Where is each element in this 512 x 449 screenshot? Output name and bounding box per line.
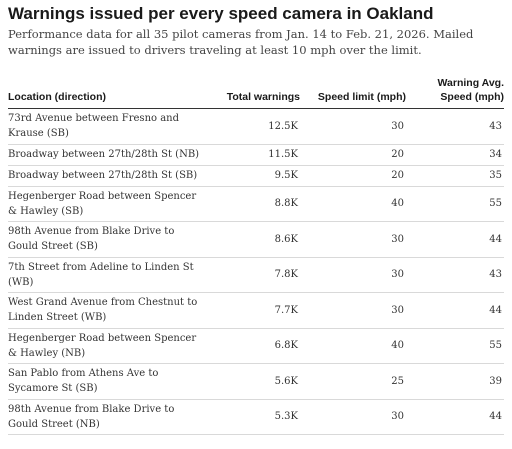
cell-speed-limit: 20: [300, 165, 406, 187]
table-row: 7th Street from Adeline to Linden St (WB…: [8, 257, 504, 293]
table-row: San Pablo from Athens Ave to Sycamore St…: [8, 363, 504, 400]
table-row: West Grand Avenue from Chestnut to Linde…: [8, 292, 504, 329]
cell-speed-limit: 40: [300, 328, 406, 364]
table-row: 73rd Avenue between Fresno and Krause (S…: [8, 108, 504, 145]
table-header: Location (direction) Total warnings Spee…: [8, 76, 504, 109]
table-row: Broadway between 27th/28th St (NB) 11.5K 2…: [8, 144, 504, 166]
cell-avg-speed: 44: [406, 221, 504, 258]
cell-location: San Pablo from Athens Ave to Sycamore St…: [8, 363, 218, 400]
cell-total-warnings: 11.5K: [218, 144, 300, 166]
cell-avg-speed: 35: [406, 165, 504, 187]
cell-total-warnings: 5.6K: [218, 363, 300, 400]
cell-avg-speed: 55: [406, 328, 504, 364]
table-row: 98th Avenue from Blake Drive to Gould St…: [8, 399, 504, 435]
cell-total-warnings: 8.8K: [218, 186, 300, 222]
cell-avg-speed: 44: [406, 292, 504, 329]
cell-location: Hegenberger Road between Spencer & Hawle…: [8, 328, 218, 364]
cell-total-warnings: 9.5K: [218, 165, 300, 187]
cell-speed-limit: 30: [300, 108, 406, 145]
cell-location: 98th Avenue from Blake Drive to Gould St…: [8, 221, 218, 258]
chart-subtitle: Performance data for all 35 pilot camera…: [8, 27, 474, 57]
table-row: Hegenberger Road between Spencer & Hawle…: [8, 328, 504, 364]
cell-speed-limit: 25: [300, 363, 406, 400]
cell-location: 98th Avenue from Blake Drive to Gould St…: [8, 399, 218, 435]
table-row: Hegenberger Road between Spencer & Hawle…: [8, 186, 504, 222]
cell-total-warnings: 8.6K: [218, 221, 300, 258]
cell-total-warnings: 6.8K: [218, 328, 300, 364]
column-header-location: Location (direction): [8, 76, 218, 109]
cell-total-warnings: 7.8K: [218, 257, 300, 293]
cell-avg-speed: 43: [406, 257, 504, 293]
cell-location: 7th Street from Adeline to Linden St (WB…: [8, 257, 218, 293]
cell-speed-limit: 30: [300, 399, 406, 435]
cell-speed-limit: 30: [300, 221, 406, 258]
cell-avg-speed: 39: [406, 363, 504, 400]
table-figure: Warnings issued per every speed camera i…: [8, 4, 504, 435]
cell-avg-speed: 44: [406, 399, 504, 435]
header-row: Location (direction) Total warnings Spee…: [8, 76, 504, 109]
cell-avg-speed: 55: [406, 186, 504, 222]
cell-location: Broadway between 27th/28th St (SB): [8, 165, 218, 187]
warnings-table: Location (direction) Total warnings Spee…: [8, 76, 504, 435]
chart-title: Warnings issued per every speed camera i…: [8, 4, 434, 23]
cell-speed-limit: 20: [300, 144, 406, 166]
cell-total-warnings: 5.3K: [218, 399, 300, 435]
cell-total-warnings: 12.5K: [218, 108, 300, 145]
table-body: 73rd Avenue between Fresno and Krause (S…: [8, 108, 504, 435]
table-row: Broadway between 27th/28th St (SB) 9.5K 20…: [8, 165, 504, 187]
cell-speed-limit: 40: [300, 186, 406, 222]
cell-avg-speed: 34: [406, 144, 504, 166]
column-header-total-warnings: Total warnings: [218, 76, 300, 109]
cell-avg-speed: 43: [406, 108, 504, 145]
cell-location: 73rd Avenue between Fresno and Krause (S…: [8, 108, 218, 145]
table-row: 98th Avenue from Blake Drive to Gould St…: [8, 221, 504, 258]
cell-speed-limit: 30: [300, 292, 406, 329]
column-header-avg-speed: Warning Avg. Speed (mph): [406, 76, 504, 109]
cell-speed-limit: 30: [300, 257, 406, 293]
cell-location: Hegenberger Road between Spencer & Hawle…: [8, 186, 218, 222]
cell-location: Broadway between 27th/28th St (NB): [8, 144, 218, 166]
column-header-speed-limit: Speed limit (mph): [300, 76, 406, 109]
cell-location: West Grand Avenue from Chestnut to Linde…: [8, 292, 218, 329]
cell-total-warnings: 7.7K: [218, 292, 300, 329]
